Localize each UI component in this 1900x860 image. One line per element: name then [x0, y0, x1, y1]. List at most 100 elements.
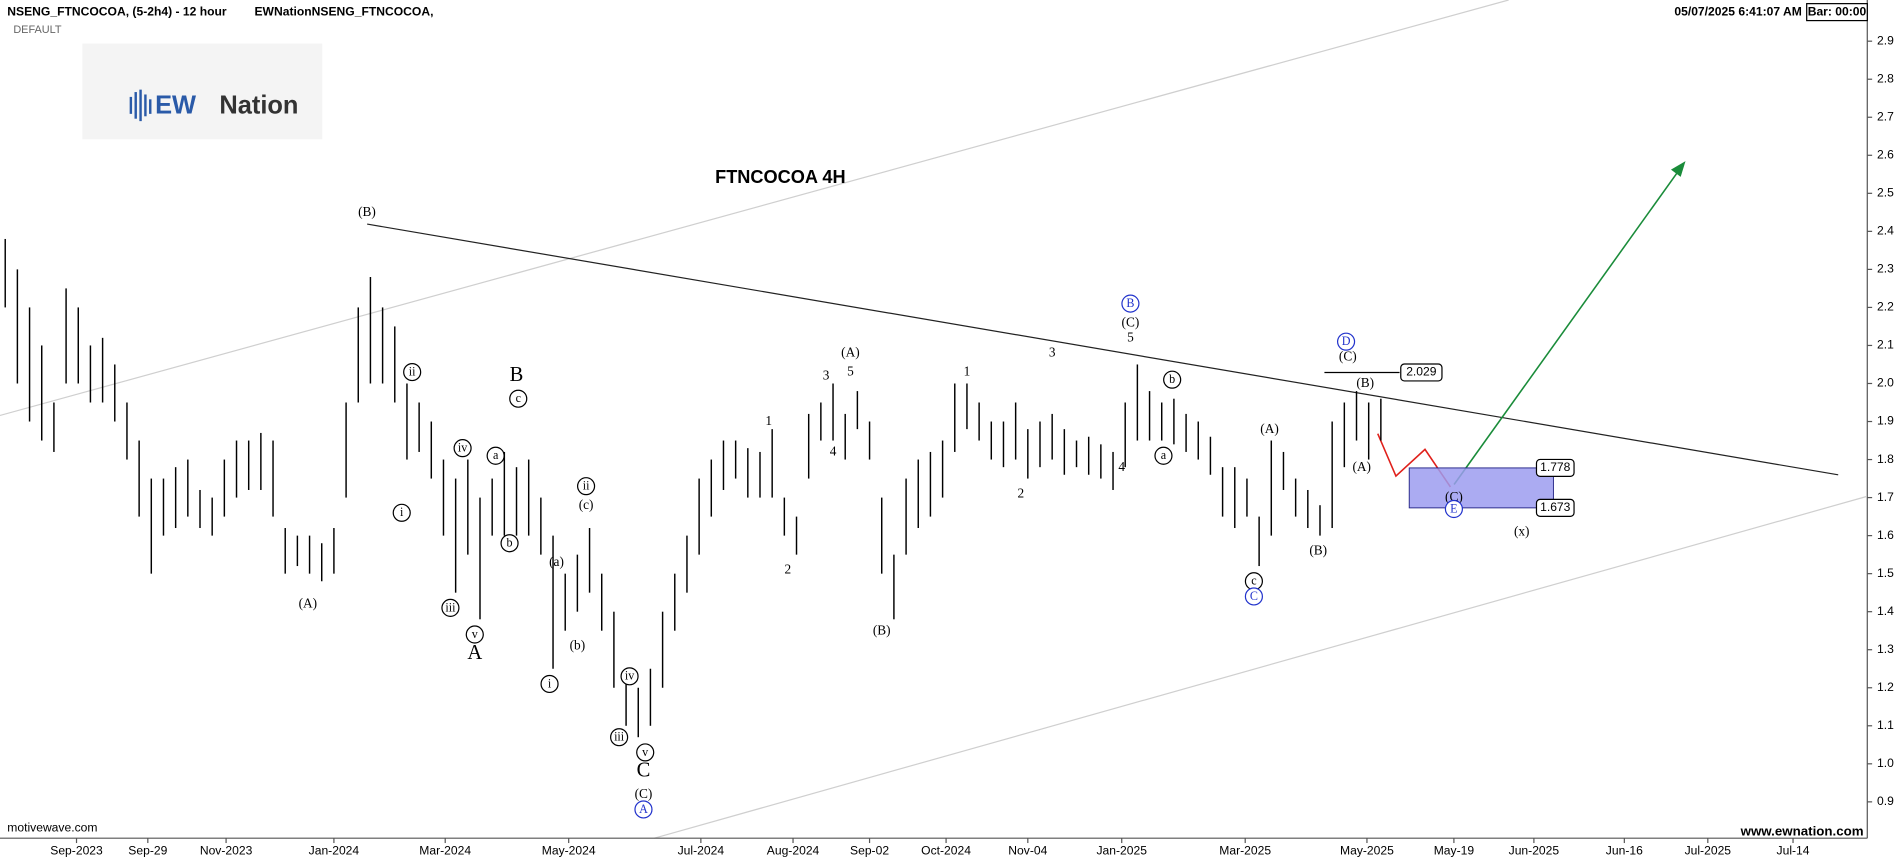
x-tick-label: May-19	[1434, 844, 1475, 858]
wave-label: i	[548, 676, 552, 690]
y-tick-label: 2.8	[1877, 71, 1894, 85]
logo-icon	[129, 89, 152, 122]
wave-label: 1	[765, 413, 772, 428]
y-tick-label: 0.9	[1877, 794, 1894, 808]
wave-label: (A)	[841, 345, 859, 360]
x-tick-label: Mar-2024	[419, 844, 471, 858]
source: motivewave.com	[7, 821, 97, 835]
wave-label: (A)	[1352, 459, 1370, 474]
study: EWNationNSENG_FTNCOCOA,	[254, 4, 433, 18]
template: DEFAULT	[13, 24, 62, 36]
wave-label: (C)	[1339, 349, 1357, 364]
wave-circle	[403, 362, 422, 382]
wave-circle	[636, 743, 655, 762]
wave-label: (a)	[549, 554, 564, 569]
channel-lower	[654, 496, 1867, 839]
x-tick-label: Mar-2025	[1219, 844, 1271, 858]
y-tick-label: 2.2	[1877, 300, 1894, 314]
logo-name: Nation	[219, 91, 298, 119]
wave-label: b	[507, 536, 513, 550]
wave-circle	[441, 598, 460, 617]
target-zone	[1408, 467, 1554, 509]
wave-label: (B)	[1356, 375, 1374, 390]
x-tick-label: Sep-2023	[50, 844, 103, 858]
x-tick-label: Jan-2025	[1096, 844, 1147, 858]
x-tick-label: Aug-2024	[767, 844, 820, 858]
x-tick-label: Jul-14	[1777, 844, 1810, 858]
chart-title: FTNCOCOA 4H	[715, 167, 845, 187]
wave-circle	[465, 625, 484, 644]
wave-label: A	[639, 802, 648, 816]
y-tick-label: 2.1	[1877, 338, 1894, 352]
x-tick-label: May-2024	[542, 844, 596, 858]
wave-circle	[1154, 446, 1173, 465]
wave-circle	[1121, 294, 1140, 313]
y-tick-label: 1.3	[1877, 642, 1894, 656]
x-tick-label: Sep-29	[128, 844, 167, 858]
wave-label: (B)	[1309, 543, 1327, 558]
y-tick-label: 1.8	[1877, 452, 1894, 466]
wave-label: iv	[458, 441, 468, 455]
y-tick-label: 2.6	[1877, 147, 1894, 161]
wave-label: (C)	[1445, 489, 1463, 504]
wave-label: 5	[847, 364, 854, 379]
y-tick-label: 2.5	[1877, 186, 1894, 200]
wave-label: B	[1126, 296, 1134, 310]
wave-label: 3	[823, 368, 830, 383]
logo-box	[82, 43, 323, 140]
x-tick-label: May-2025	[1340, 844, 1394, 858]
wave-label: D	[1342, 334, 1351, 348]
x-tick-label: Jul-2024	[678, 844, 725, 858]
wave-label: (C)	[635, 786, 653, 801]
wave-label: C	[637, 760, 651, 782]
level-label: 1.778	[1540, 460, 1571, 474]
wave-circle	[486, 446, 505, 465]
y-tick-label: 1.6	[1877, 528, 1894, 542]
wave-label: 2	[784, 562, 791, 577]
wave-circle	[1444, 499, 1463, 519]
y-tick-label: 2.0	[1877, 376, 1894, 390]
wave-label: (B)	[873, 622, 891, 637]
wave-label: C	[1250, 589, 1258, 603]
wave-label: b	[1169, 372, 1175, 386]
wave-label: 3	[1049, 345, 1056, 360]
wave-label: (x)	[1514, 523, 1530, 538]
bar-timer-box	[1806, 3, 1868, 22]
wave-label: a	[1161, 448, 1167, 462]
logo-brand: EW	[155, 91, 196, 119]
wave-circle	[509, 389, 528, 408]
x-tick-label: Jun-2025	[1509, 844, 1560, 858]
wave-label: iii	[445, 600, 456, 614]
level-label-box	[1400, 363, 1443, 382]
wave-label: (A)	[1260, 421, 1278, 436]
x-tick-label: Jan-2024	[309, 844, 360, 858]
wave-label: (B)	[358, 204, 376, 219]
website: www.ewnation.com	[1740, 824, 1864, 839]
wave-label: i	[400, 505, 404, 519]
symbol: NSENG_FTNCOCOA, (5-2h4) - 12 hour	[7, 4, 227, 18]
y-tick-label: 1.4	[1877, 604, 1894, 618]
wave-label: 4	[830, 444, 837, 459]
wave-circle	[610, 728, 629, 747]
y-tick-label: 2.7	[1877, 109, 1894, 123]
y-tick-label: 2.9	[1877, 33, 1894, 47]
wave-circle	[392, 503, 411, 522]
channel-upper	[0, 0, 1509, 417]
arrow-head	[1670, 161, 1686, 177]
y-tick-label: 1.9	[1877, 414, 1894, 428]
wave-label: (c)	[579, 497, 594, 512]
wave-label: A	[467, 642, 482, 664]
y-tick-label: 1.7	[1877, 490, 1894, 504]
x-tick-label: Nov-04	[1008, 844, 1047, 858]
x-tick-label: Sep-02	[850, 844, 889, 858]
wave-label: ii	[409, 364, 416, 378]
wave-circle	[1163, 370, 1182, 389]
x-tick-label: Oct-2024	[921, 844, 971, 858]
wave-label: 4	[1118, 459, 1125, 474]
wave-circle	[620, 667, 639, 686]
wave-label: iv	[625, 669, 635, 683]
wave-circle	[634, 800, 653, 819]
x-tick-label: Nov-2023	[200, 844, 253, 858]
